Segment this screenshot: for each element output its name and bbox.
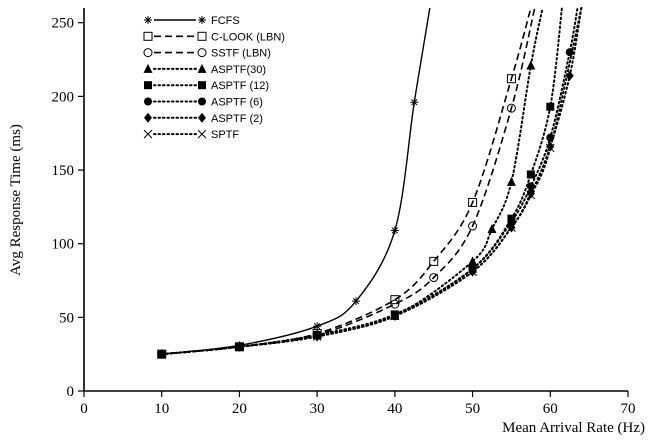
- marker-filled-triangle: [526, 60, 536, 70]
- marker-x-cross: [312, 332, 322, 341]
- marker-asterisk: [144, 16, 152, 24]
- x-tick-label: 0: [80, 401, 88, 417]
- series-line: [160, 7, 544, 356]
- x-tick-label: 60: [543, 401, 558, 417]
- marker-open-square: [143, 31, 153, 41]
- axes: 0 10 20 30 40 50 60 70 0 50 100 150 200 250: [52, 8, 636, 417]
- series-3: [157, 7, 536, 359]
- series-line: [160, 7, 579, 356]
- marker-filled-square: [198, 81, 206, 90]
- y-tick-label: 150: [52, 163, 75, 179]
- legend-label: SPTF: [211, 129, 239, 141]
- series-8: [157, 7, 583, 359]
- marker-open-square: [390, 295, 400, 305]
- x-tick-label: 40: [387, 401, 402, 417]
- marker-open-circle: [390, 299, 400, 309]
- marker-x-cross: [526, 190, 536, 200]
- marker-asterisk: [410, 98, 419, 107]
- y-tick-label: 250: [52, 16, 75, 32]
- series-line: [161, 7, 536, 355]
- marker-x-cross: [507, 223, 516, 232]
- y-tick-label: 50: [59, 310, 74, 326]
- x-tick-label: 30: [310, 401, 325, 417]
- x-tick-label: 20: [232, 401, 247, 417]
- series-7: [157, 7, 583, 360]
- marker-open-circle: [143, 48, 153, 58]
- legend-entry: C-LOOK (LBN): [143, 31, 285, 43]
- series-line: [161, 7, 532, 355]
- marker-filled-diamond: [198, 112, 206, 123]
- marker-filled-circle: [144, 97, 152, 106]
- series-line: [160, 7, 583, 356]
- series-4: [157, 7, 544, 359]
- legend-entry: SSTF (LBN): [143, 48, 271, 60]
- marker-x-cross: [197, 129, 207, 139]
- marker-filled-triangle: [468, 256, 478, 266]
- series-line: [160, 7, 583, 356]
- x-tick-label: 10: [154, 401, 169, 417]
- marker-x-cross: [235, 342, 244, 352]
- marker-filled-triangle: [143, 63, 153, 73]
- legend-label: ASPTF (12): [211, 80, 269, 92]
- marker-open-square: [506, 74, 516, 84]
- series-1: [157, 7, 431, 359]
- marker-open-circle: [506, 103, 516, 113]
- y-axis-title: Avg Response Time (ms): [8, 124, 24, 276]
- marker-filled-square: [526, 170, 535, 179]
- series-line: [160, 7, 563, 356]
- y-tick-label: 200: [52, 89, 75, 105]
- marker-open-circle: [429, 273, 439, 283]
- marker-filled-circle: [526, 182, 535, 191]
- legend-label: C-LOOK (LBN): [211, 31, 285, 43]
- marker-x-cross: [545, 143, 555, 153]
- y-tick-label: 100: [52, 237, 75, 253]
- marker-x-cross: [390, 311, 400, 321]
- legend-entry: SPTF: [143, 129, 239, 141]
- marker-open-square: [468, 197, 478, 207]
- y-tick-label: 0: [67, 384, 75, 400]
- marker-open-circle: [468, 221, 478, 231]
- marker-x-cross: [157, 349, 167, 359]
- marker-filled-triangle: [487, 223, 497, 233]
- marker-asterisk: [313, 322, 322, 331]
- marker-asterisk: [390, 226, 399, 235]
- marker-filled-square: [144, 81, 152, 90]
- legend-entry: ASPTF (6): [144, 97, 263, 109]
- marker-filled-circle: [198, 97, 206, 106]
- marker-open-square: [197, 31, 207, 41]
- x-tick-label: 70: [621, 401, 636, 417]
- series-2: [157, 7, 532, 359]
- marker-asterisk: [198, 16, 206, 24]
- marker-x-cross: [468, 267, 477, 277]
- legend: FCFS C-LOOK (LBN) SSTF (LBN) ASPTF(30) ASPTF…: [143, 15, 285, 141]
- series-layer: [157, 7, 583, 360]
- marker-filled-square: [546, 102, 555, 111]
- legend-label: ASPTF (6): [211, 97, 263, 109]
- legend-entry: ASPTF (12): [144, 80, 269, 92]
- legend-label: SSTF (LBN): [211, 48, 271, 60]
- marker-filled-diamond: [144, 112, 152, 123]
- legend-label: ASPTF (2): [211, 113, 263, 125]
- marker-open-square: [429, 256, 439, 266]
- legend-entry: ASPTF(30): [143, 63, 266, 76]
- legend-entry: FCFS: [144, 15, 240, 27]
- legend-label: FCFS: [211, 15, 240, 27]
- x-axis-title: Mean Arrival Rate (Hz): [502, 420, 645, 436]
- marker-open-circle: [197, 48, 207, 58]
- legend-entry: ASPTF (2): [144, 112, 263, 125]
- series-5: [157, 7, 563, 359]
- x-tick-label: 50: [465, 401, 480, 417]
- marker-filled-circle: [507, 217, 516, 226]
- legend-label: ASPTF(30): [211, 64, 266, 76]
- marker-filled-triangle: [197, 63, 207, 73]
- marker-x-cross: [143, 129, 153, 139]
- marker-asterisk: [352, 297, 360, 306]
- marker-filled-triangle: [506, 176, 516, 186]
